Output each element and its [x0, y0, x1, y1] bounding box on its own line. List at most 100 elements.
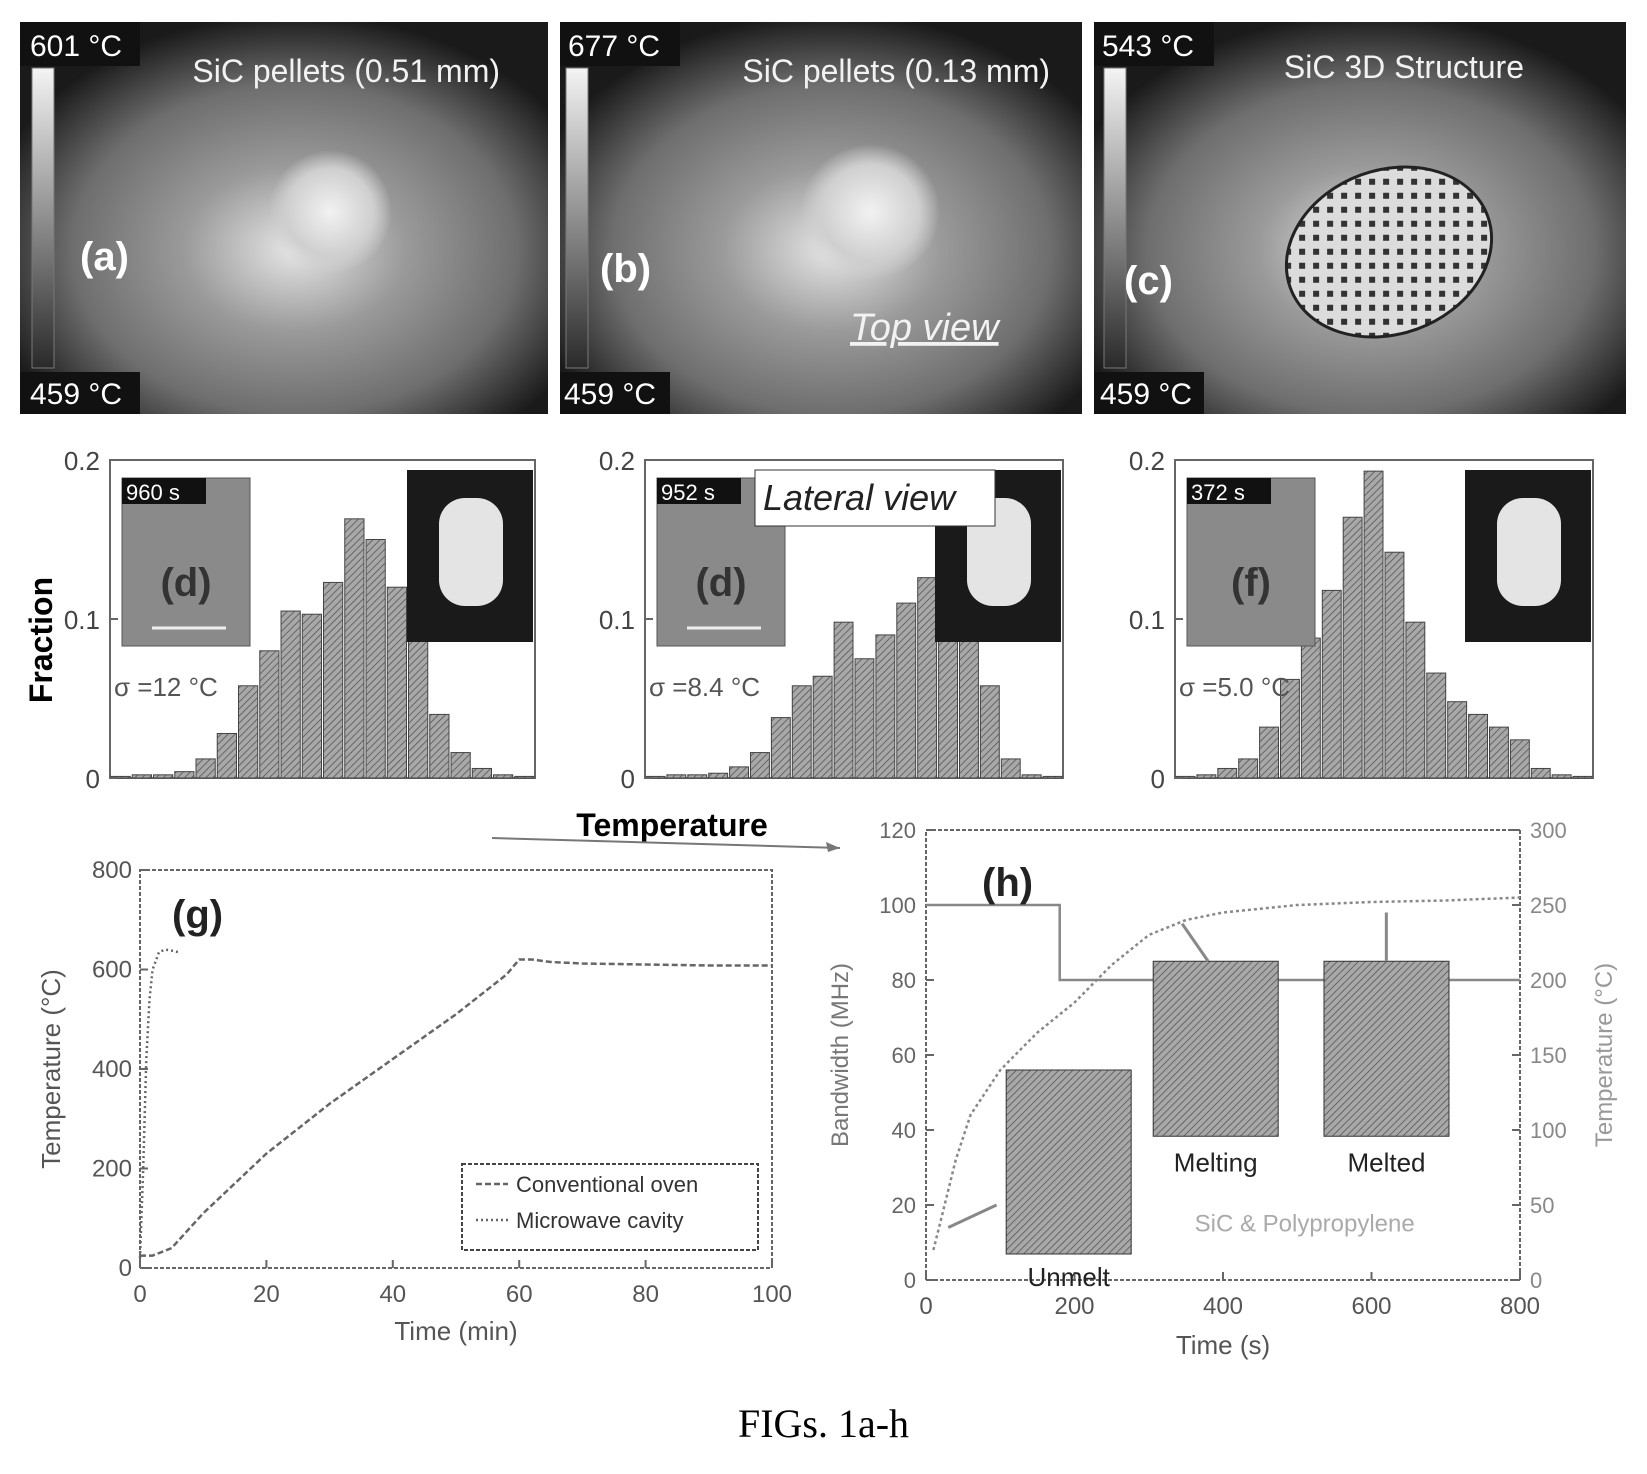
- histogram-bar: [896, 602, 917, 779]
- panel-label: (d): [160, 561, 211, 605]
- hot-spot: [268, 150, 392, 274]
- x-tick-label: 600: [1351, 1293, 1391, 1320]
- histogram-bar: [301, 613, 322, 779]
- histogram-bar: [1468, 713, 1488, 779]
- x-tick-label: 0: [919, 1293, 932, 1320]
- y2-tick-label: 200: [1530, 968, 1567, 993]
- colorbar: [1103, 67, 1127, 369]
- y-tick-label: 200: [92, 1156, 132, 1183]
- histogram-ylabel: Fraction: [23, 577, 59, 703]
- histogram-bar: [365, 539, 386, 779]
- annotation: SiC & Polypropylene: [1195, 1210, 1415, 1237]
- x-tick-label: 100: [752, 1281, 792, 1308]
- histogram-bar: [1321, 589, 1342, 779]
- inset-label: Unmelt: [1028, 1262, 1111, 1292]
- histogram-bar: [344, 518, 365, 779]
- histogram-f-372s: 0 0.1 0.2 372 s (f) σ =5.0 °C: [1129, 446, 1594, 794]
- thermal-panel-b: 677 °C 459 °C SiC pellets (0.13 mm) (b) …: [560, 22, 1082, 414]
- inset-photo: [1005, 1069, 1132, 1255]
- histogram-bar: [875, 634, 896, 779]
- x-tick-label: 0: [133, 1281, 146, 1308]
- histogram-bar: [493, 774, 514, 779]
- legend-box: [461, 1163, 759, 1251]
- histogram-bar: [1342, 516, 1363, 779]
- y-tick-label: 0.1: [1129, 605, 1165, 635]
- colorbar: [565, 67, 589, 369]
- time-box: [122, 478, 206, 504]
- x-tick-label: 80: [632, 1281, 659, 1308]
- x-tick-label: 20: [253, 1281, 280, 1308]
- y-tick-label: 400: [92, 1056, 132, 1083]
- histogram-bar: [216, 732, 237, 779]
- histogram-bar: [791, 685, 812, 779]
- y-tick-label: 0.2: [1129, 446, 1165, 476]
- histogram-bar: [1021, 774, 1042, 779]
- histogram-bar: [450, 752, 471, 779]
- histogram-bar: [812, 675, 833, 779]
- legend-label: Conventional oven: [516, 1172, 698, 1197]
- inset-photo: [1323, 960, 1450, 1137]
- histogram-bar: [1217, 767, 1238, 779]
- histogram-bar: [917, 577, 938, 779]
- histogram-bar: [729, 766, 749, 779]
- tmin-label: 459 °C: [564, 378, 656, 411]
- y-tick-label: 600: [92, 957, 132, 984]
- tmax-box: [560, 22, 680, 66]
- y2-tick-label: 300: [1530, 818, 1567, 843]
- histogram-xlabel: Temperature: [576, 807, 767, 843]
- y2-tick-label: 150: [1530, 1043, 1567, 1068]
- histogram-bar: [408, 634, 429, 779]
- histogram-bar: [770, 717, 791, 779]
- histogram-bar: [1489, 726, 1509, 779]
- inset-label: Melted: [1347, 1147, 1425, 1177]
- y2-tick-label: 0: [1530, 1268, 1542, 1293]
- histogram-bar: [1572, 775, 1593, 779]
- histogram-bar: [1363, 470, 1384, 779]
- histogram-bar: [1238, 758, 1259, 779]
- histogram-bar: [514, 775, 535, 779]
- histogram-bar: [979, 685, 1000, 779]
- histogram-bar: [323, 581, 344, 779]
- figure-caption: FIGs. 1a-h: [737, 1401, 910, 1446]
- histogram-bar: [238, 685, 259, 779]
- inset-image: [1186, 477, 1316, 647]
- sigma-label: σ =8.4 °C: [649, 672, 760, 702]
- y-tick-label: 0.1: [64, 605, 100, 635]
- histogram-bar: [280, 610, 301, 779]
- series-line: [140, 958, 772, 1257]
- x-tick-label: 400: [1203, 1293, 1243, 1320]
- y2-tick-label: 50: [1530, 1193, 1554, 1218]
- view-note: Top view: [850, 307, 1001, 349]
- series-line: [932, 896, 1521, 1251]
- inset-photo: [1152, 960, 1279, 1137]
- sigma-label: σ =5.0 °C: [1179, 672, 1290, 702]
- histogram-bar: [1384, 551, 1405, 779]
- arrow-head-icon: [826, 842, 840, 852]
- legend-label: Microwave cavity: [516, 1208, 683, 1233]
- y-tick-label: 0: [621, 764, 635, 794]
- y-tick-label: 0: [1151, 764, 1165, 794]
- histogram-bar: [471, 767, 492, 779]
- histogram-bar: [666, 774, 687, 779]
- panel-label: (c): [1124, 259, 1173, 303]
- y-axis-label: Temperature (°C): [36, 969, 66, 1169]
- chart-h-bandwidth-temperature: 0 200 400 600 800020406080100120050100150200…: [827, 818, 1618, 1360]
- tmin-label: 459 °C: [30, 378, 122, 411]
- x-tick-label: 800: [1500, 1293, 1540, 1320]
- y-axis-label: Bandwidth (MHz): [827, 963, 854, 1147]
- chart-g-temperature-vs-time: 0 20 40 60 80 100 0 200 400 600 800 Time (min) Tempe…: [36, 857, 792, 1346]
- tmin-label: 459 °C: [1100, 378, 1192, 411]
- y-tick-label: 0: [904, 1268, 916, 1293]
- temperature-arrow: [491, 837, 841, 849]
- histogram-bar: [153, 774, 174, 779]
- histogram-bar: [1405, 621, 1426, 779]
- unmelt-arrow: [947, 1203, 998, 1229]
- histogram-bar: [1447, 701, 1468, 779]
- histogram-bar: [429, 713, 450, 779]
- y-tick-label: 800: [92, 857, 132, 884]
- y2-tick-label: 250: [1530, 893, 1567, 918]
- panel-label: (h): [982, 861, 1033, 905]
- y-tick-label: 100: [879, 893, 916, 918]
- histogram-d-960s: 0 0.1 0.2 960 s (d) σ =12 °C: [64, 446, 536, 794]
- thermal-panel-a: 601 °C 459 °C SiC pellets (0.51 mm) (a): [20, 22, 548, 414]
